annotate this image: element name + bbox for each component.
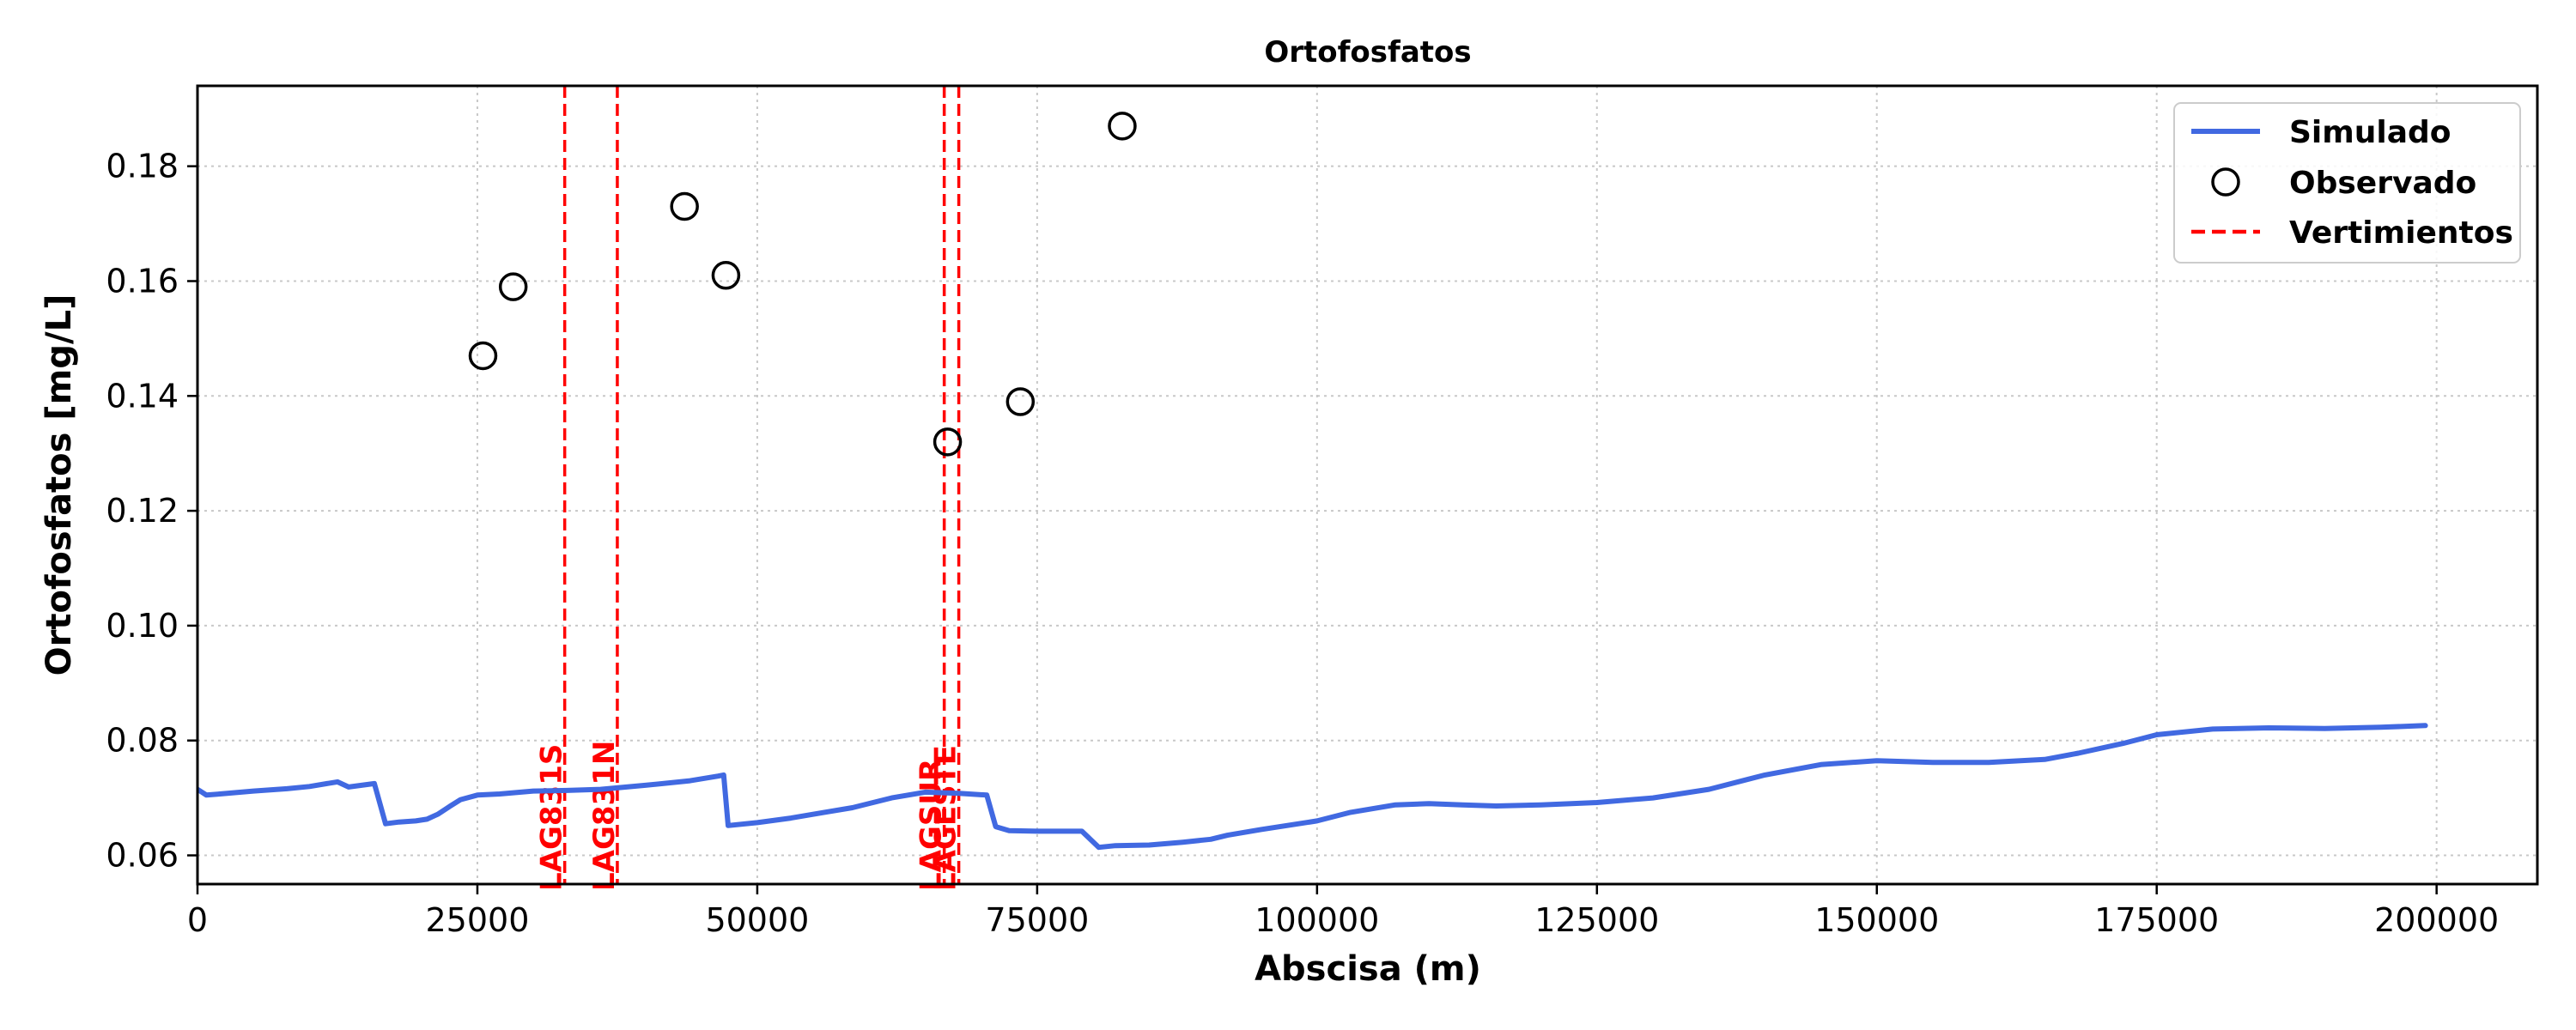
observado-point: [498, 272, 528, 301]
observado-series: [468, 112, 1137, 457]
x-tick-label: 50000: [705, 901, 809, 939]
simulado-series: [197, 723, 2428, 851]
x-tick-label: 75000: [985, 901, 1089, 939]
x-tick-label: 125000: [1534, 901, 1659, 939]
y-tick-label: 0.14: [106, 377, 179, 415]
x-tick-label: 175000: [2094, 901, 2219, 939]
vertimiento-label: LAG831N: [587, 741, 622, 891]
y-tick-label: 0.16: [106, 262, 179, 300]
x-tick-label: 25000: [426, 901, 530, 939]
legend-observado-swatch: [2211, 167, 2240, 197]
legend-box: [2173, 102, 2521, 264]
observado-point: [1108, 112, 1137, 141]
plot-frame: [196, 84, 2539, 886]
y-tick-label: 0.12: [106, 492, 179, 530]
x-tick-label: 100000: [1255, 901, 1379, 939]
legend: Simulado Observado Vertimientos: [2173, 102, 2521, 264]
vertimiento-label: LAGESTE: [929, 745, 963, 891]
vertimiento-label: LAG831S: [535, 744, 569, 891]
x-tick-label: 0: [187, 901, 208, 939]
y-tick-label: 0.08: [106, 722, 179, 760]
chart-title: Ortofosfatos: [1264, 35, 1471, 70]
y-axis-label: Ortofosfatos [mg/L]: [39, 294, 79, 676]
y-tick-label: 0.06: [106, 837, 179, 875]
x-axis-label: Abscisa (m): [1255, 949, 1481, 989]
observado-point: [468, 341, 498, 371]
x-tick-label: 150000: [1814, 901, 1939, 939]
observado-point: [933, 427, 963, 457]
legend-observado-label: Observado: [2289, 166, 2476, 201]
grid: [197, 86, 2537, 884]
vertimiento-label: LAGSUR: [914, 759, 949, 891]
x-tick-label: 200000: [2374, 901, 2499, 939]
x-axis-ticks: 0 25000 50000 75000 100000 125000 150000 175000…: [187, 884, 2499, 939]
observado-point: [670, 191, 699, 221]
y-axis-ticks: 0.06 0.08 0.10 0.12 0.14 0.16 0.18: [106, 148, 197, 875]
y-tick-label: 0.10: [106, 607, 179, 645]
legend-simulado-label: Simulado: [2289, 115, 2451, 150]
legend-vertimientos-label: Vertimientos: [2289, 215, 2513, 251]
observado-point: [711, 261, 741, 290]
y-tick-label: 0.18: [106, 148, 179, 185]
observado-point: [1005, 387, 1036, 416]
simulado-line: [197, 723, 2428, 851]
